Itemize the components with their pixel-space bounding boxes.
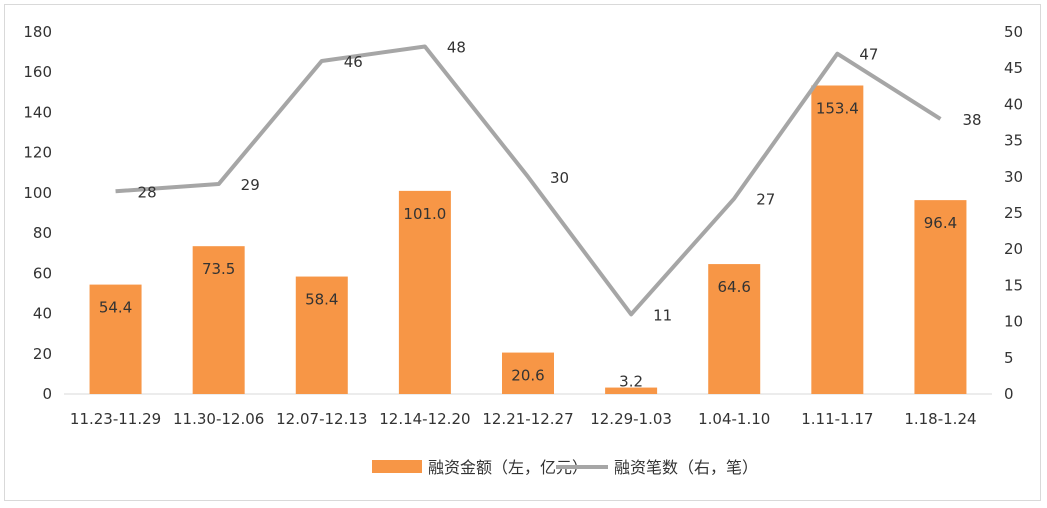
y-right-tick-label: 20 (1004, 240, 1023, 258)
y-left-tick-label: 120 (23, 144, 52, 162)
y-right-tick-label: 45 (1004, 59, 1023, 77)
x-tick-label: 12.07-12.13 (276, 410, 367, 428)
bar-data-label: 58.4 (305, 291, 338, 309)
bar-data-label: 96.4 (924, 214, 957, 232)
bar (398, 190, 451, 394)
line-data-label: 38 (962, 111, 981, 129)
x-tick-label: 1.18-1.24 (904, 410, 976, 428)
bar-data-label: 153.4 (816, 99, 859, 117)
y-right-tick-label: 25 (1004, 204, 1023, 222)
legend-label-bar: 融资金额（左，亿元） (428, 458, 588, 477)
y-left-tick-label: 60 (33, 264, 52, 282)
x-tick-label: 11.30-12.06 (173, 410, 264, 428)
bar-data-label: 3.2 (619, 373, 643, 391)
bar-data-label: 73.5 (202, 260, 235, 278)
y-left-tick-label: 0 (42, 385, 52, 403)
x-tick-label: 1.04-1.10 (698, 410, 770, 428)
y-right-tick-label: 30 (1004, 168, 1023, 186)
y-left-tick-label: 40 (33, 305, 52, 323)
x-tick-label: 12.14-12.20 (379, 410, 470, 428)
bar (295, 276, 348, 394)
bar (89, 284, 142, 394)
bar-data-label: 20.6 (511, 367, 544, 385)
line-data-label: 11 (653, 306, 672, 324)
y-left-tick-label: 140 (23, 103, 52, 121)
bar-data-label: 64.6 (718, 278, 751, 296)
bar (605, 387, 658, 394)
bar (914, 200, 967, 394)
y-right-tick-label: 0 (1004, 385, 1014, 403)
line-data-label: 28 (138, 183, 157, 201)
y-left-tick-label: 80 (33, 224, 52, 242)
x-tick-label: 1.11-1.17 (801, 410, 873, 428)
line-data-label: 48 (447, 38, 466, 56)
line-data-label: 47 (859, 46, 878, 64)
bar (708, 264, 761, 394)
labels-layer: 54.4 73.5 58.4 101.0 20.6 3.2 64.6 153.4 96.4 28 2… (99, 38, 982, 390)
y-left-tick-label: 180 (23, 23, 52, 41)
line-layer (115, 44, 942, 317)
line-data-label: 27 (756, 191, 775, 209)
y-right-tick-label: 50 (1004, 23, 1023, 41)
line-data-label: 30 (550, 169, 569, 187)
bar-data-label: 54.4 (99, 299, 132, 317)
line-data-label: 29 (241, 176, 260, 194)
y-right-tick-label: 10 (1004, 313, 1023, 331)
legend-label-line: 融资笔数（右，笔） (614, 458, 758, 477)
bar (502, 352, 554, 394)
series-line (115, 44, 942, 317)
y-right-tick-label: 5 (1004, 349, 1014, 367)
x-tick-label: 11.23-11.29 (70, 410, 161, 428)
legend-swatch-bar (372, 460, 422, 473)
y-right-tick-label: 35 (1004, 132, 1023, 150)
y-right-tick-label: 40 (1004, 95, 1023, 113)
x-tick-label: 12.21-12.27 (482, 410, 573, 428)
line-data-label: 46 (344, 53, 363, 71)
bar-data-label: 101.0 (403, 205, 446, 223)
y-left-tick-label: 20 (33, 345, 52, 363)
y-left-tick-label: 160 (23, 63, 52, 81)
legend: 融资金额（左，亿元） 融资笔数（右，笔） (372, 458, 758, 477)
axes-layer: 0 20 40 60 80 100 120 140 160 180 0 5 10 15 20 25 30 35 40… (23, 23, 1023, 428)
x-tick-label: 12.29-1.03 (590, 410, 672, 428)
y-right-tick-label: 15 (1004, 276, 1023, 294)
bar (192, 246, 245, 394)
bars-layer (89, 85, 967, 395)
y-left-tick-label: 100 (23, 184, 52, 202)
bar (811, 85, 864, 395)
chart-frame (4, 4, 1041, 501)
